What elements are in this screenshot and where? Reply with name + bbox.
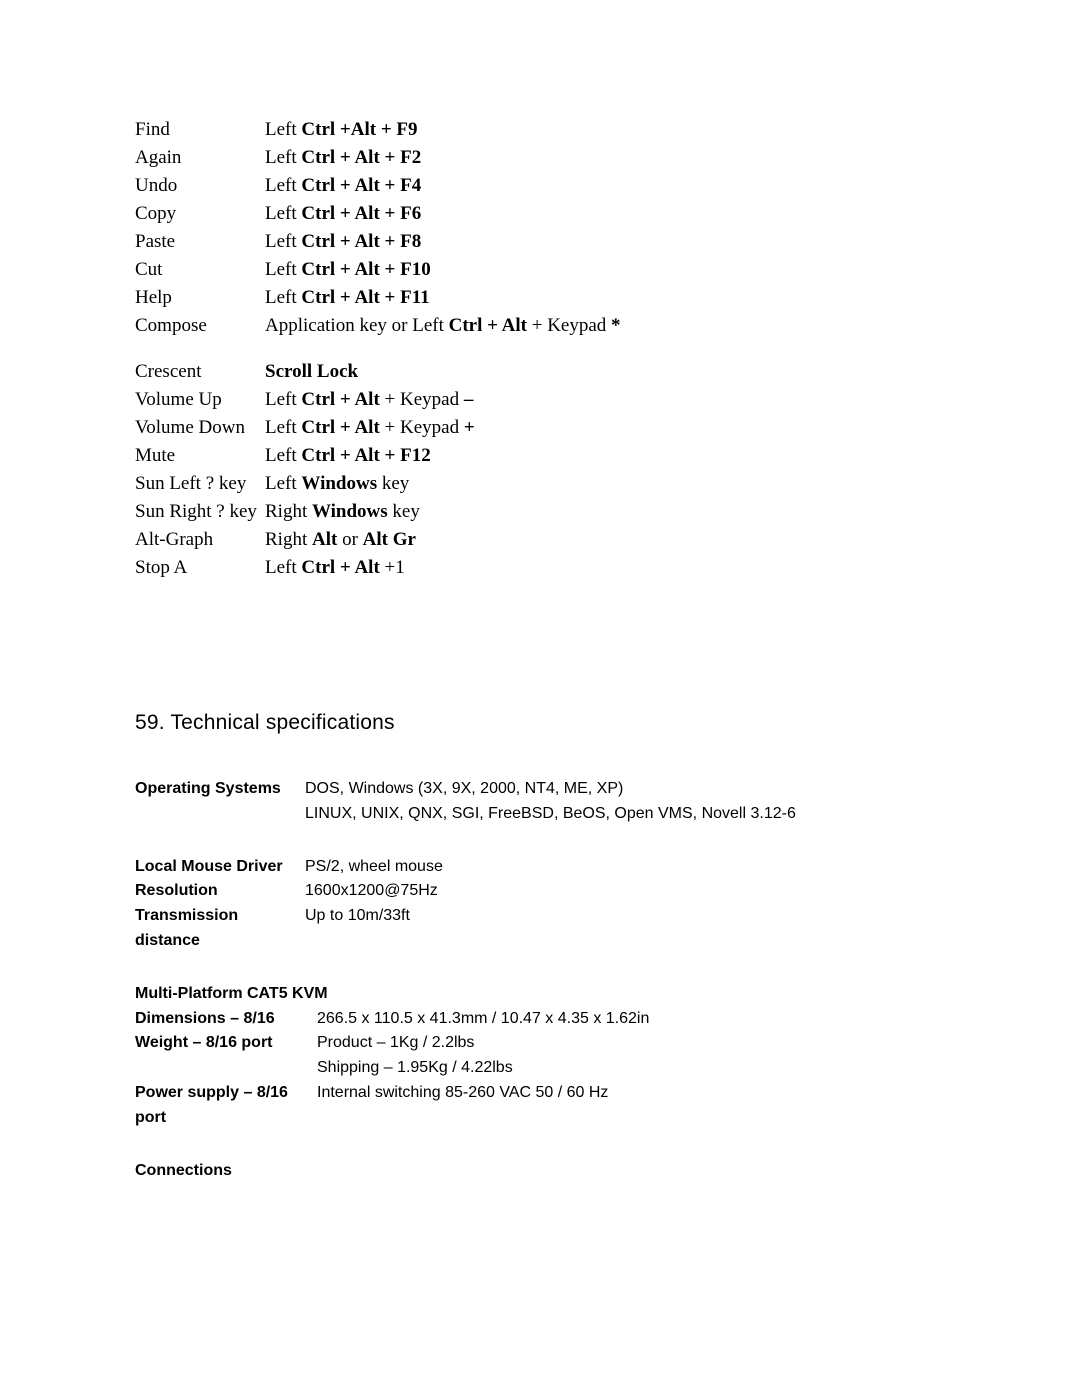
spec-value: PS/2, wheel mouse [305,855,945,880]
section-heading: 59. Technical specifications [135,711,945,735]
spec-label [135,1056,317,1081]
shortcut-label: Mute [135,446,265,465]
spec-row: Local Mouse DriverPS/2, wheel mouse [135,855,945,880]
shortcut-label: Help [135,288,265,307]
spec-label: Dimensions – 8/16 [135,1007,317,1032]
shortcut-label: Cut [135,260,265,279]
spec-value: Shipping – 1.95Kg / 4.22lbs [317,1056,945,1081]
spec-row: Dimensions – 8/16266.5 x 110.5 x 41.3mm … [135,1007,945,1032]
spec-group-physical: Multi-Platform CAT5 KVM Dimensions – 8/1… [135,982,945,1131]
shortcut-value: Left Windows key [265,474,945,493]
shortcut-row: Volume DownLeft Ctrl + Alt + Keypad + [135,413,945,441]
shortcut-row: AgainLeft Ctrl + Alt + F2 [135,143,945,171]
shortcut-value: Left Ctrl + Alt + F12 [265,446,945,465]
shortcut-row: CutLeft Ctrl + Alt + F10 [135,255,945,283]
document-page: FindLeft Ctrl +Alt + F9AgainLeft Ctrl + … [0,0,1080,1311]
shortcut-label: Sun Right ? key [135,502,265,521]
spec-label [135,802,305,827]
spec-row: Resolution1600x1200@75Hz [135,879,945,904]
spec-label: Local Mouse Driver [135,855,305,880]
spec-group-general: Local Mouse DriverPS/2, wheel mouseResol… [135,855,945,954]
shortcut-row: PasteLeft Ctrl + Alt + F8 [135,227,945,255]
spec-row: Power supply – 8/16 portInternal switchi… [135,1081,945,1131]
shortcuts-group-1: FindLeft Ctrl +Alt + F9AgainLeft Ctrl + … [135,115,945,339]
shortcut-row: Alt-GraphRight Alt or Alt Gr [135,525,945,553]
shortcut-value: Left Ctrl + Alt + Keypad + [265,418,945,437]
spec-group-os: Operating SystemsDOS, Windows (3X, 9X, 2… [135,777,945,827]
shortcut-label: Sun Left ? key [135,474,265,493]
spec-value: Product – 1Kg / 2.2lbs [317,1031,945,1056]
shortcut-row: ComposeApplication key or Left Ctrl + Al… [135,311,945,339]
spec-label: Weight – 8/16 port [135,1031,317,1056]
shortcut-row: HelpLeft Ctrl + Alt + F11 [135,283,945,311]
shortcut-value: Left Ctrl + Alt +1 [265,558,945,577]
shortcut-label: Find [135,120,265,139]
shortcut-label: Volume Down [135,418,265,437]
shortcut-label: Undo [135,176,265,195]
spec-group-connections: Connections [135,1159,945,1184]
shortcut-value: Right Windows key [265,502,945,521]
spec-value: LINUX, UNIX, QNX, SGI, FreeBSD, BeOS, Op… [305,802,945,827]
spec-value: Up to 10m/33ft [305,904,945,929]
shortcut-label: Compose [135,316,265,335]
shortcut-value: Left Ctrl + Alt + F6 [265,204,945,223]
shortcut-value: Left Ctrl + Alt + F8 [265,232,945,251]
shortcut-value: Left Ctrl + Alt + F4 [265,176,945,195]
shortcut-label: Alt-Graph [135,530,265,549]
shortcut-label: Crescent [135,362,265,381]
connections-heading: Connections [135,1159,945,1184]
shortcuts-group-2: CrescentScroll LockVolume UpLeft Ctrl + … [135,357,945,581]
shortcut-value: Scroll Lock [265,362,945,381]
spec-value: 266.5 x 110.5 x 41.3mm / 10.47 x 4.35 x … [317,1007,945,1032]
spec-label: Transmission distance [135,904,305,954]
shortcut-label: Again [135,148,265,167]
shortcut-label: Stop A [135,558,265,577]
shortcut-row: CrescentScroll Lock [135,357,945,385]
shortcut-row: MuteLeft Ctrl + Alt + F12 [135,441,945,469]
shortcut-value: Application key or Left Ctrl + Alt + Key… [265,316,945,335]
spec-value: DOS, Windows (3X, 9X, 2000, NT4, ME, XP) [305,777,945,802]
shortcut-value: Left Ctrl + Alt + F10 [265,260,945,279]
shortcut-row: Sun Right ? keyRight Windows key [135,497,945,525]
shortcut-row: FindLeft Ctrl +Alt + F9 [135,115,945,143]
spec-row: Shipping – 1.95Kg / 4.22lbs [135,1056,945,1081]
shortcut-value: Left Ctrl + Alt + Keypad – [265,390,945,409]
spec-row: Weight – 8/16 portProduct – 1Kg / 2.2lbs [135,1031,945,1056]
shortcut-label: Volume Up [135,390,265,409]
spec-row: LINUX, UNIX, QNX, SGI, FreeBSD, BeOS, Op… [135,802,945,827]
shortcut-row: Volume UpLeft Ctrl + Alt + Keypad – [135,385,945,413]
spec-label: Power supply – 8/16 port [135,1081,317,1131]
shortcut-value: Right Alt or Alt Gr [265,530,945,549]
shortcut-label: Copy [135,204,265,223]
shortcut-row: CopyLeft Ctrl + Alt + F6 [135,199,945,227]
shortcut-row: Sun Left ? keyLeft Windows key [135,469,945,497]
spec-value: 1600x1200@75Hz [305,879,945,904]
spec-row: Transmission distanceUp to 10m/33ft [135,904,945,954]
shortcut-row: UndoLeft Ctrl + Alt + F4 [135,171,945,199]
spec-subheading: Multi-Platform CAT5 KVM [135,982,945,1007]
spec-label: Operating Systems [135,777,305,802]
shortcut-label: Paste [135,232,265,251]
shortcut-value: Left Ctrl + Alt + F11 [265,288,945,307]
shortcut-row: Stop ALeft Ctrl + Alt +1 [135,553,945,581]
shortcut-value: Left Ctrl +Alt + F9 [265,120,945,139]
spec-label: Resolution [135,879,305,904]
spec-value: Internal switching 85-260 VAC 50 / 60 Hz [317,1081,945,1106]
spec-row: Operating SystemsDOS, Windows (3X, 9X, 2… [135,777,945,802]
shortcut-value: Left Ctrl + Alt + F2 [265,148,945,167]
